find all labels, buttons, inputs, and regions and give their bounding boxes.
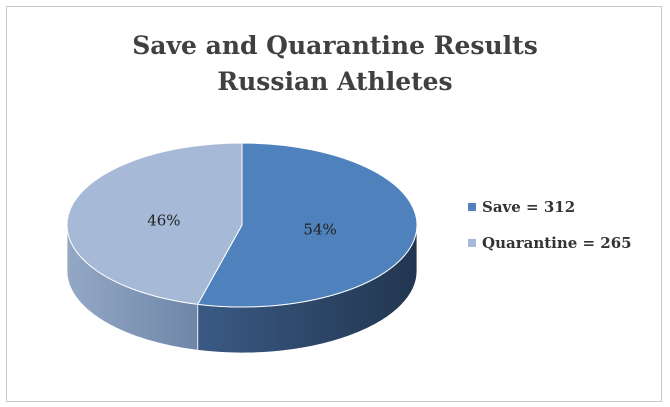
legend-item-save: Save = 312 <box>468 198 575 216</box>
legend-label-quarantine: Quarantine = 265 <box>482 234 632 252</box>
pie-slice-1 <box>66 142 243 305</box>
legend-swatch-quarantine <box>468 239 476 247</box>
chart-title-line-2: Russian Athletes <box>217 67 453 96</box>
pie-percent-label-1: 46% <box>147 211 180 229</box>
legend-label-save: Save = 312 <box>482 198 576 216</box>
pie-percent-label-0: 54% <box>303 221 336 239</box>
pie-slice-0 <box>196 142 418 308</box>
legend-item-quarantine: Quarantine = 265 <box>468 234 632 252</box>
chart-title-line-1: Save and Quarantine Results <box>132 31 538 60</box>
legend-swatch-save <box>468 203 476 211</box>
